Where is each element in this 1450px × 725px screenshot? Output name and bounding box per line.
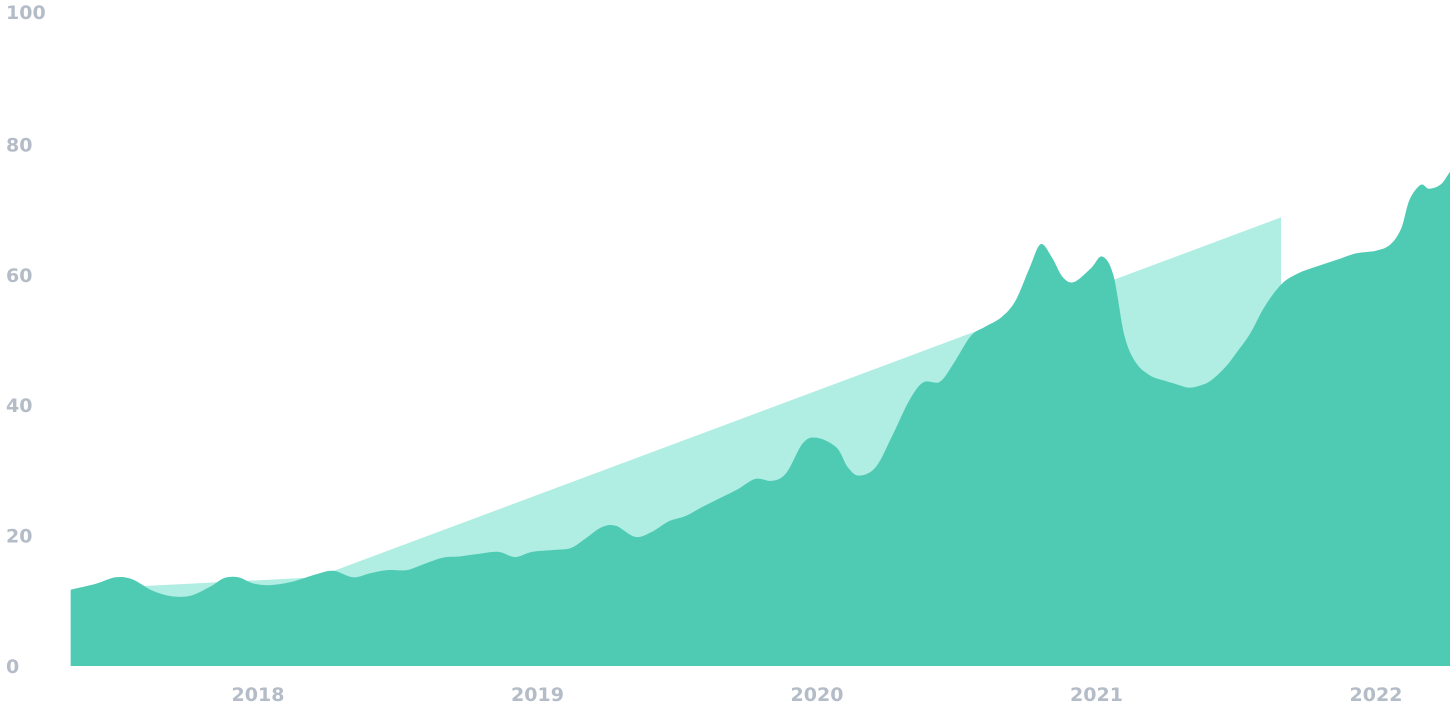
area-layer [70, 171, 1450, 666]
x-tick-label: 2021 [1070, 684, 1123, 706]
y-axis: 0 20 40 60 80 100 [6, 2, 46, 678]
y-tick-label: 40 [6, 395, 32, 417]
x-tick-label: 2018 [232, 684, 285, 706]
x-tick-label: 2022 [1350, 684, 1403, 706]
x-tick-label: 2020 [791, 684, 844, 706]
x-tick-label: 2019 [511, 684, 564, 706]
y-tick-label: 0 [6, 656, 19, 678]
y-tick-label: 80 [6, 134, 32, 156]
y-tick-label: 20 [6, 526, 32, 548]
actual-area [70, 171, 1450, 666]
x-axis: 2018 2019 2020 2021 2022 [232, 684, 1403, 706]
y-tick-label: 60 [6, 265, 32, 287]
y-tick-label: 100 [6, 2, 46, 24]
